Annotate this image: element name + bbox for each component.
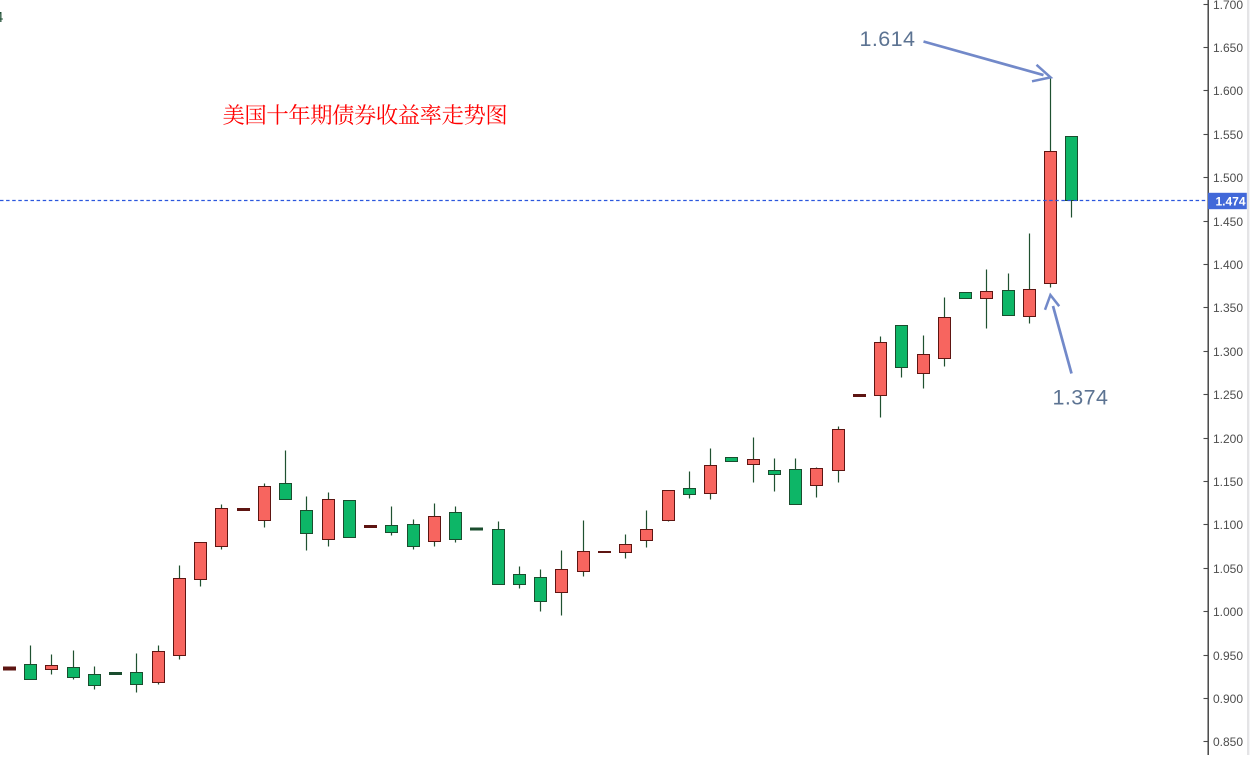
svg-text:1.550: 1.550 bbox=[1213, 128, 1243, 142]
svg-text:1.000: 1.000 bbox=[1213, 605, 1243, 619]
svg-text:1.300: 1.300 bbox=[1213, 345, 1243, 359]
svg-text:1.250: 1.250 bbox=[1213, 388, 1243, 402]
svg-text:1.600: 1.600 bbox=[1213, 84, 1243, 98]
svg-text:1.450: 1.450 bbox=[1213, 215, 1243, 229]
svg-text:1.700: 1.700 bbox=[1213, 0, 1243, 12]
svg-text:1.614: 1.614 bbox=[860, 27, 916, 51]
svg-text:1.474: 1.474 bbox=[1216, 194, 1246, 208]
svg-text:0.950: 0.950 bbox=[1213, 649, 1243, 663]
svg-text:0.900: 0.900 bbox=[1213, 692, 1243, 706]
svg-text:1.200: 1.200 bbox=[1213, 432, 1243, 446]
svg-text:0.850: 0.850 bbox=[1213, 735, 1243, 749]
svg-text:1.650: 1.650 bbox=[1213, 41, 1243, 55]
svg-text:4: 4 bbox=[0, 9, 3, 26]
svg-text:1.500: 1.500 bbox=[1213, 171, 1243, 185]
svg-text:1.350: 1.350 bbox=[1213, 301, 1243, 315]
svg-text:1.050: 1.050 bbox=[1213, 562, 1243, 576]
svg-text:1.150: 1.150 bbox=[1213, 475, 1243, 489]
svg-text:1.100: 1.100 bbox=[1213, 518, 1243, 532]
svg-text:1.374: 1.374 bbox=[1053, 385, 1109, 409]
svg-text:1.400: 1.400 bbox=[1213, 258, 1243, 272]
